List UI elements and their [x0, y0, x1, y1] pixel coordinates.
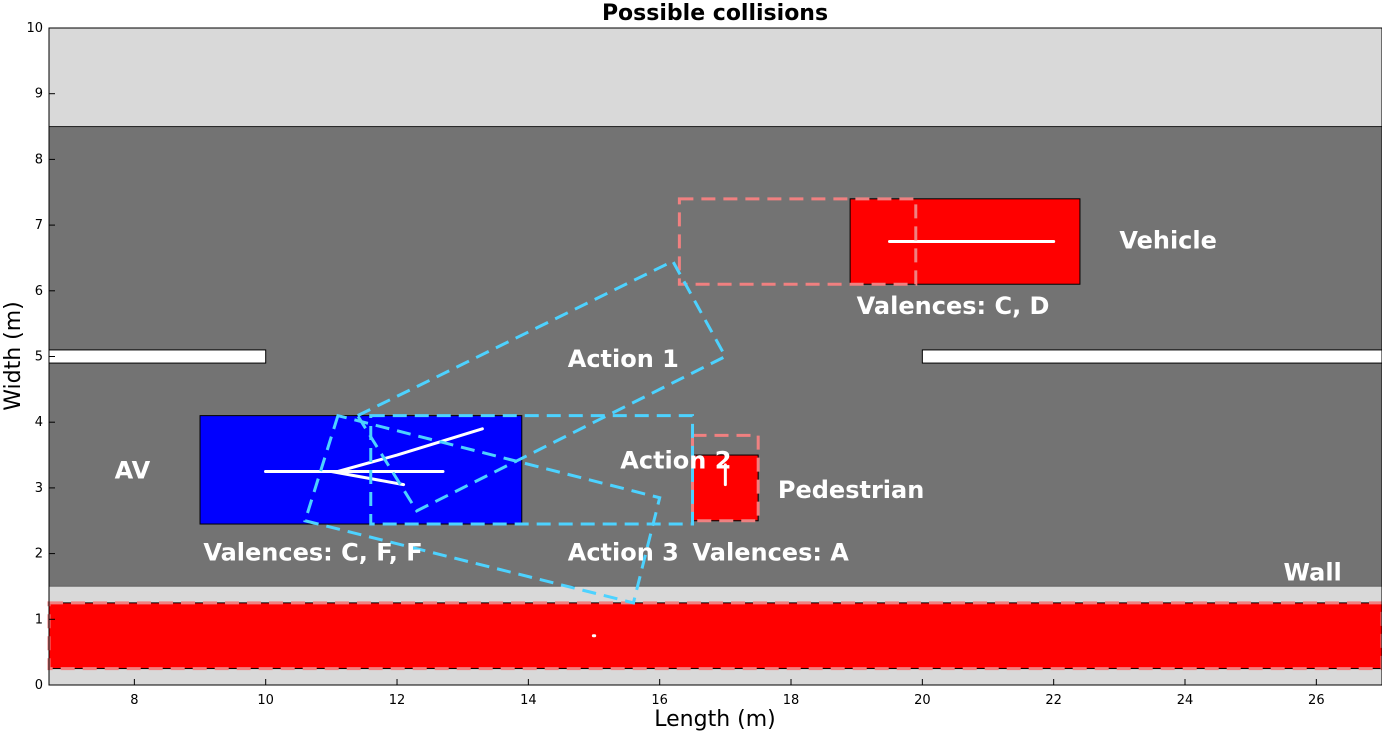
collision-box-0 [677, 197, 918, 286]
y-tick-label: 2 [35, 547, 43, 562]
x-tick-label: 18 [783, 693, 800, 708]
chart-title: Possible collisions [602, 1, 828, 26]
x-axis-ticks: 8 10 12 14 16 18 20 22 24 26 [130, 679, 1325, 708]
lane-marking-1 [921, 349, 1382, 364]
plot-area: AV Valences: C, F, F Vehicle Valences: C, D… [47, 27, 1382, 686]
x-tick-label: 10 [257, 693, 274, 708]
y-tick-label: 4 [35, 415, 43, 430]
x-axis-label: Length (m) [654, 707, 775, 732]
action-boxes [303, 259, 728, 605]
y-tick-label: 8 [35, 152, 43, 167]
collision-box-1 [691, 433, 760, 523]
x-tick-label: 14 [520, 693, 537, 708]
y-tick-label: 0 [35, 678, 43, 693]
annotation-action2: Action 2 [620, 447, 731, 475]
annotations: AV Valences: C, F, F Vehicle Valences: C, D… [115, 227, 1342, 587]
x-tick-label: 12 [389, 693, 406, 708]
scene-objects [48, 198, 1382, 670]
lane-markings [48, 349, 1382, 364]
collision-box-2 [47, 601, 1382, 671]
x-tick-label: 22 [1045, 693, 1062, 708]
y-tick-label: 10 [26, 21, 43, 36]
y-tick-label: 9 [35, 87, 43, 102]
annotation-vehicle: Vehicle [1119, 227, 1217, 255]
sidewalk-top [49, 28, 1382, 127]
y-tick-label: 1 [35, 612, 43, 627]
trajectory-2 [264, 469, 406, 487]
annotation-pedestrian-valences: Valences: A [693, 539, 850, 567]
annotation-action3: Action 3 [568, 539, 679, 567]
collision-boxes [47, 197, 1382, 671]
y-tick-label: 3 [35, 481, 43, 496]
annotation-av-valences: Valences: C, F, F [203, 539, 422, 567]
annotation-vehicle-valences: Valences: C, D [857, 292, 1050, 320]
action-box-2 [369, 414, 695, 526]
y-axis-ticks: 0 1 2 3 4 5 6 7 8 9 10 [26, 21, 55, 693]
y-tick-label: 5 [35, 350, 43, 365]
annotation-wall: Wall [1284, 558, 1342, 586]
x-tick-label: 20 [914, 693, 931, 708]
annotation-action1: Action 1 [568, 345, 679, 373]
annotation-av: AV [115, 456, 151, 484]
x-tick-label: 24 [1177, 693, 1194, 708]
y-tick-label: 6 [35, 284, 43, 299]
action-box-1 [355, 259, 728, 513]
y-axis-label: Width (m) [1, 301, 26, 411]
lane-marking-0 [48, 349, 267, 364]
x-tick-label: 8 [130, 693, 138, 708]
x-tick-label: 16 [651, 693, 668, 708]
action-box-3 [303, 413, 662, 605]
y-tick-label: 7 [35, 218, 43, 233]
annotation-pedestrian: Pedestrian [778, 476, 924, 504]
object-wall [48, 602, 1382, 670]
x-tick-label: 26 [1308, 693, 1325, 708]
